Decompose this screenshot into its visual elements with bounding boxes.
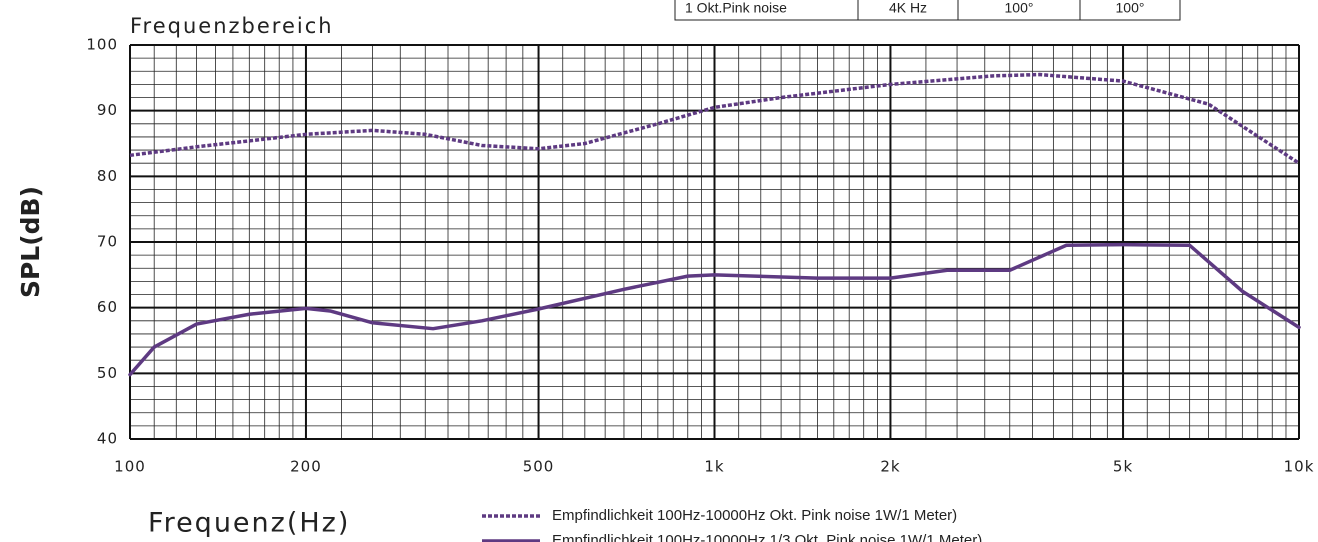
table-cell: 4K Hz [889,0,927,16]
table-cell: 1 Okt.Pink noise [685,0,787,16]
x-tick-label: 200 [290,458,322,476]
y-tick-label: 50 [97,364,118,382]
table-cell: 100° [1116,0,1145,16]
y-tick-label: 100 [86,36,118,54]
y-tick-label: 40 [97,430,118,448]
series-line [128,242,1301,377]
y-tick-label: 80 [97,167,118,185]
legend-label: Empfindlichkeit 100Hz-10000Hz 1/3 Okt. P… [552,532,982,542]
x-tick-label: 1k [704,458,724,476]
x-tick-label: 2k [880,458,900,476]
y-tick-label: 70 [97,233,118,251]
table-border [674,0,1181,21]
x-tick-label: 5k [1113,458,1133,476]
y-tick-label: 60 [97,298,118,316]
spec-table: 1 Okt.Pink noise 4K Hz 100° 100° [674,0,1181,21]
x-tick-label: 100 [114,458,146,476]
x-tick-label: 10k [1284,458,1315,476]
series-line [129,72,1300,165]
x-axis-label: Frequenz(Hz) [148,508,350,539]
legend-label: Empfindlichkeit 100Hz-10000Hz Okt. Pink … [552,507,957,524]
table-cell: 100° [1005,0,1034,16]
y-tick-label: 90 [97,101,118,119]
x-tick-label: 500 [523,458,555,476]
y-axis-label: SPL(dB) [16,186,45,298]
chart-title: Frequenzbereich [130,14,334,38]
